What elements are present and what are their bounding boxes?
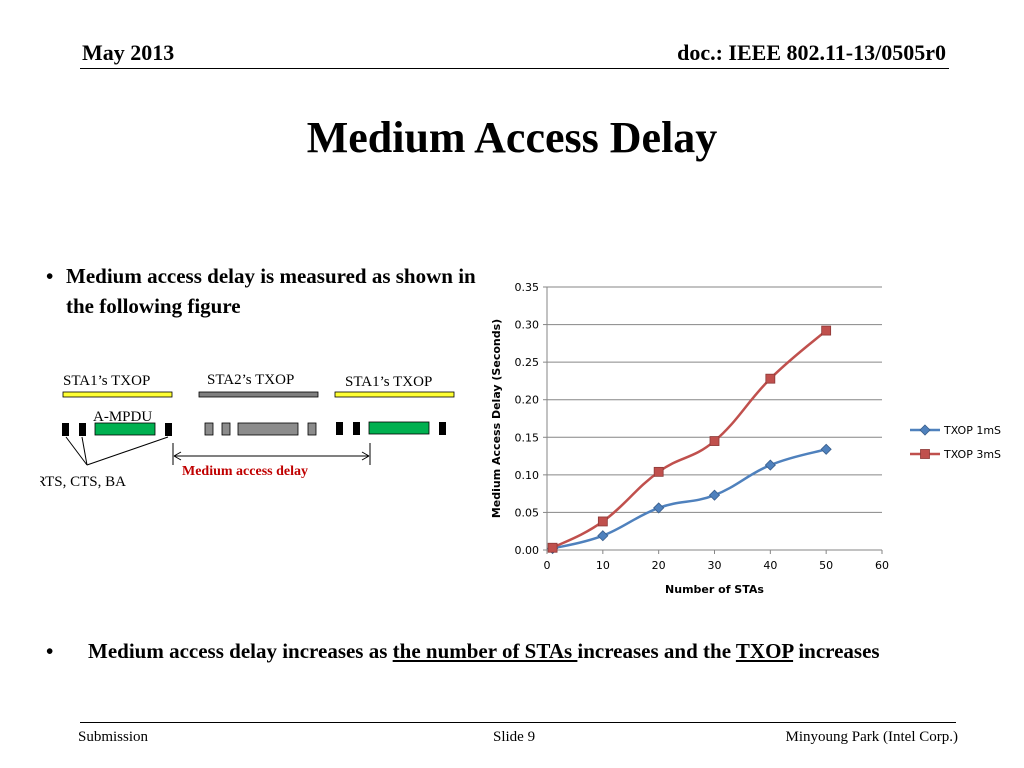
x-tick-labels: 0 10 20 30 40 50 60	[544, 550, 889, 572]
x-tick-label: 40	[763, 559, 777, 572]
data-point	[820, 443, 832, 455]
y-tick-label: 0.20	[515, 394, 540, 407]
cts-frame-2	[353, 422, 360, 435]
x-axis-label: Number of STAs	[665, 583, 764, 596]
ampdu-frame	[94, 422, 156, 436]
sta1-txop-left-label: STA1’s TXOP	[63, 373, 150, 389]
bullet-2-part: increases	[793, 639, 880, 663]
sta2-cts-frame	[221, 422, 231, 436]
x-tick-label: 60	[875, 559, 889, 572]
delay-chart: 0.00 0.05 0.10 0.15 0.20 0.25 0.30 0.35 0 10 20 30…	[490, 281, 1001, 596]
sta1-txop-right-label: STA1’s TXOP	[345, 374, 432, 390]
rts-frame-2	[336, 422, 343, 435]
data-point	[764, 459, 776, 471]
sta2-ba-frame	[307, 422, 317, 436]
series-1	[547, 443, 832, 555]
bullet-2-text: Medium access delay increases as the num…	[88, 636, 928, 666]
chart-legend: TXOP 1mS TXOP 3mS	[910, 424, 1001, 461]
slide-title: Medium Access Delay	[306, 113, 718, 162]
rts-cts-ba-label: RTS, CTS, BA	[40, 474, 126, 490]
y-tick-label: 0.00	[515, 544, 540, 557]
cts-frame	[79, 423, 86, 436]
sta2-txop-label: STA2’s TXOP	[207, 372, 294, 388]
header-doc-id: doc.: IEEE 802.11-13/0505r0	[677, 40, 946, 65]
y-tick-label: 0.15	[515, 431, 540, 444]
x-tick-label: 10	[596, 559, 610, 572]
legend-label: TXOP 1mS	[943, 424, 1001, 437]
txop-figure: STA1’s TXOP STA2’s TXOP STA1’s TXOP A-MP…	[40, 372, 455, 490]
data-point	[708, 489, 721, 501]
header-rule	[80, 68, 949, 69]
chart-gridlines	[547, 286, 882, 513]
pointer-line	[86, 436, 169, 466]
series-line	[552, 329, 827, 549]
y-tick-labels: 0.00 0.05 0.10 0.15 0.20 0.25 0.30 0.35	[515, 281, 547, 557]
y-tick-label: 0.10	[515, 469, 540, 482]
data-point	[597, 516, 608, 527]
ba-frame-2	[439, 422, 446, 435]
bullet-2-part: Medium access delay increases as	[88, 639, 393, 663]
delay-arrow-heads	[173, 451, 370, 461]
series-2	[547, 325, 832, 553]
y-tick-label: 0.30	[515, 319, 540, 332]
y-axis-label: Medium Access Delay (Seconds)	[490, 319, 503, 518]
legend-label: TXOP 3mS	[943, 448, 1001, 461]
sta1-txop-left-bar	[62, 391, 173, 398]
ba-frame	[165, 423, 172, 436]
pointer-line	[81, 436, 88, 466]
x-tick-label: 50	[819, 559, 833, 572]
x-tick-label: 0	[544, 559, 551, 572]
bullet-2-part: increases and the	[577, 639, 736, 663]
y-tick-label: 0.35	[515, 281, 540, 294]
footer-author: Minyoung Park (Intel Corp.)	[785, 729, 958, 745]
data-point	[547, 542, 558, 553]
footer-rule	[80, 722, 956, 723]
x-tick-label: 30	[708, 559, 722, 572]
pointer-line	[65, 436, 88, 466]
series-line	[552, 448, 827, 550]
data-point	[709, 436, 720, 446]
bullet-2-emphasis-txop: TXOP	[735, 639, 794, 663]
y-tick-label: 0.05	[515, 506, 540, 519]
footer-submission: Submission	[78, 729, 149, 745]
bullet-marker: •	[46, 264, 54, 288]
ampdu-label: A-MPDU	[93, 409, 152, 425]
data-point	[653, 466, 664, 477]
chart-series	[547, 325, 832, 555]
sta2-txop-bar	[198, 391, 319, 398]
data-point	[653, 502, 665, 514]
data-point	[765, 373, 776, 384]
footer-slide-number: Slide 9	[493, 729, 536, 745]
sta2-ampdu-frame	[237, 422, 299, 436]
y-tick-label: 0.25	[515, 356, 540, 369]
ampdu-frame-2	[368, 421, 430, 435]
bullet-1-text: Medium access delay is measured as shown…	[66, 264, 476, 318]
sta2-rts-frame	[204, 422, 214, 436]
header-date: May 2013	[82, 40, 175, 65]
sta1-txop-right-bar	[334, 391, 455, 398]
rts-frame	[62, 423, 69, 436]
medium-access-delay-label: Medium access delay	[182, 464, 308, 479]
legend-marker	[920, 449, 930, 459]
x-tick-label: 20	[652, 559, 666, 572]
data-point	[821, 325, 832, 336]
legend-marker	[919, 424, 931, 436]
bullet-marker: •	[46, 639, 54, 663]
data-point	[597, 530, 609, 542]
bullet-2-emphasis-stas: the number of STAs	[392, 639, 578, 663]
